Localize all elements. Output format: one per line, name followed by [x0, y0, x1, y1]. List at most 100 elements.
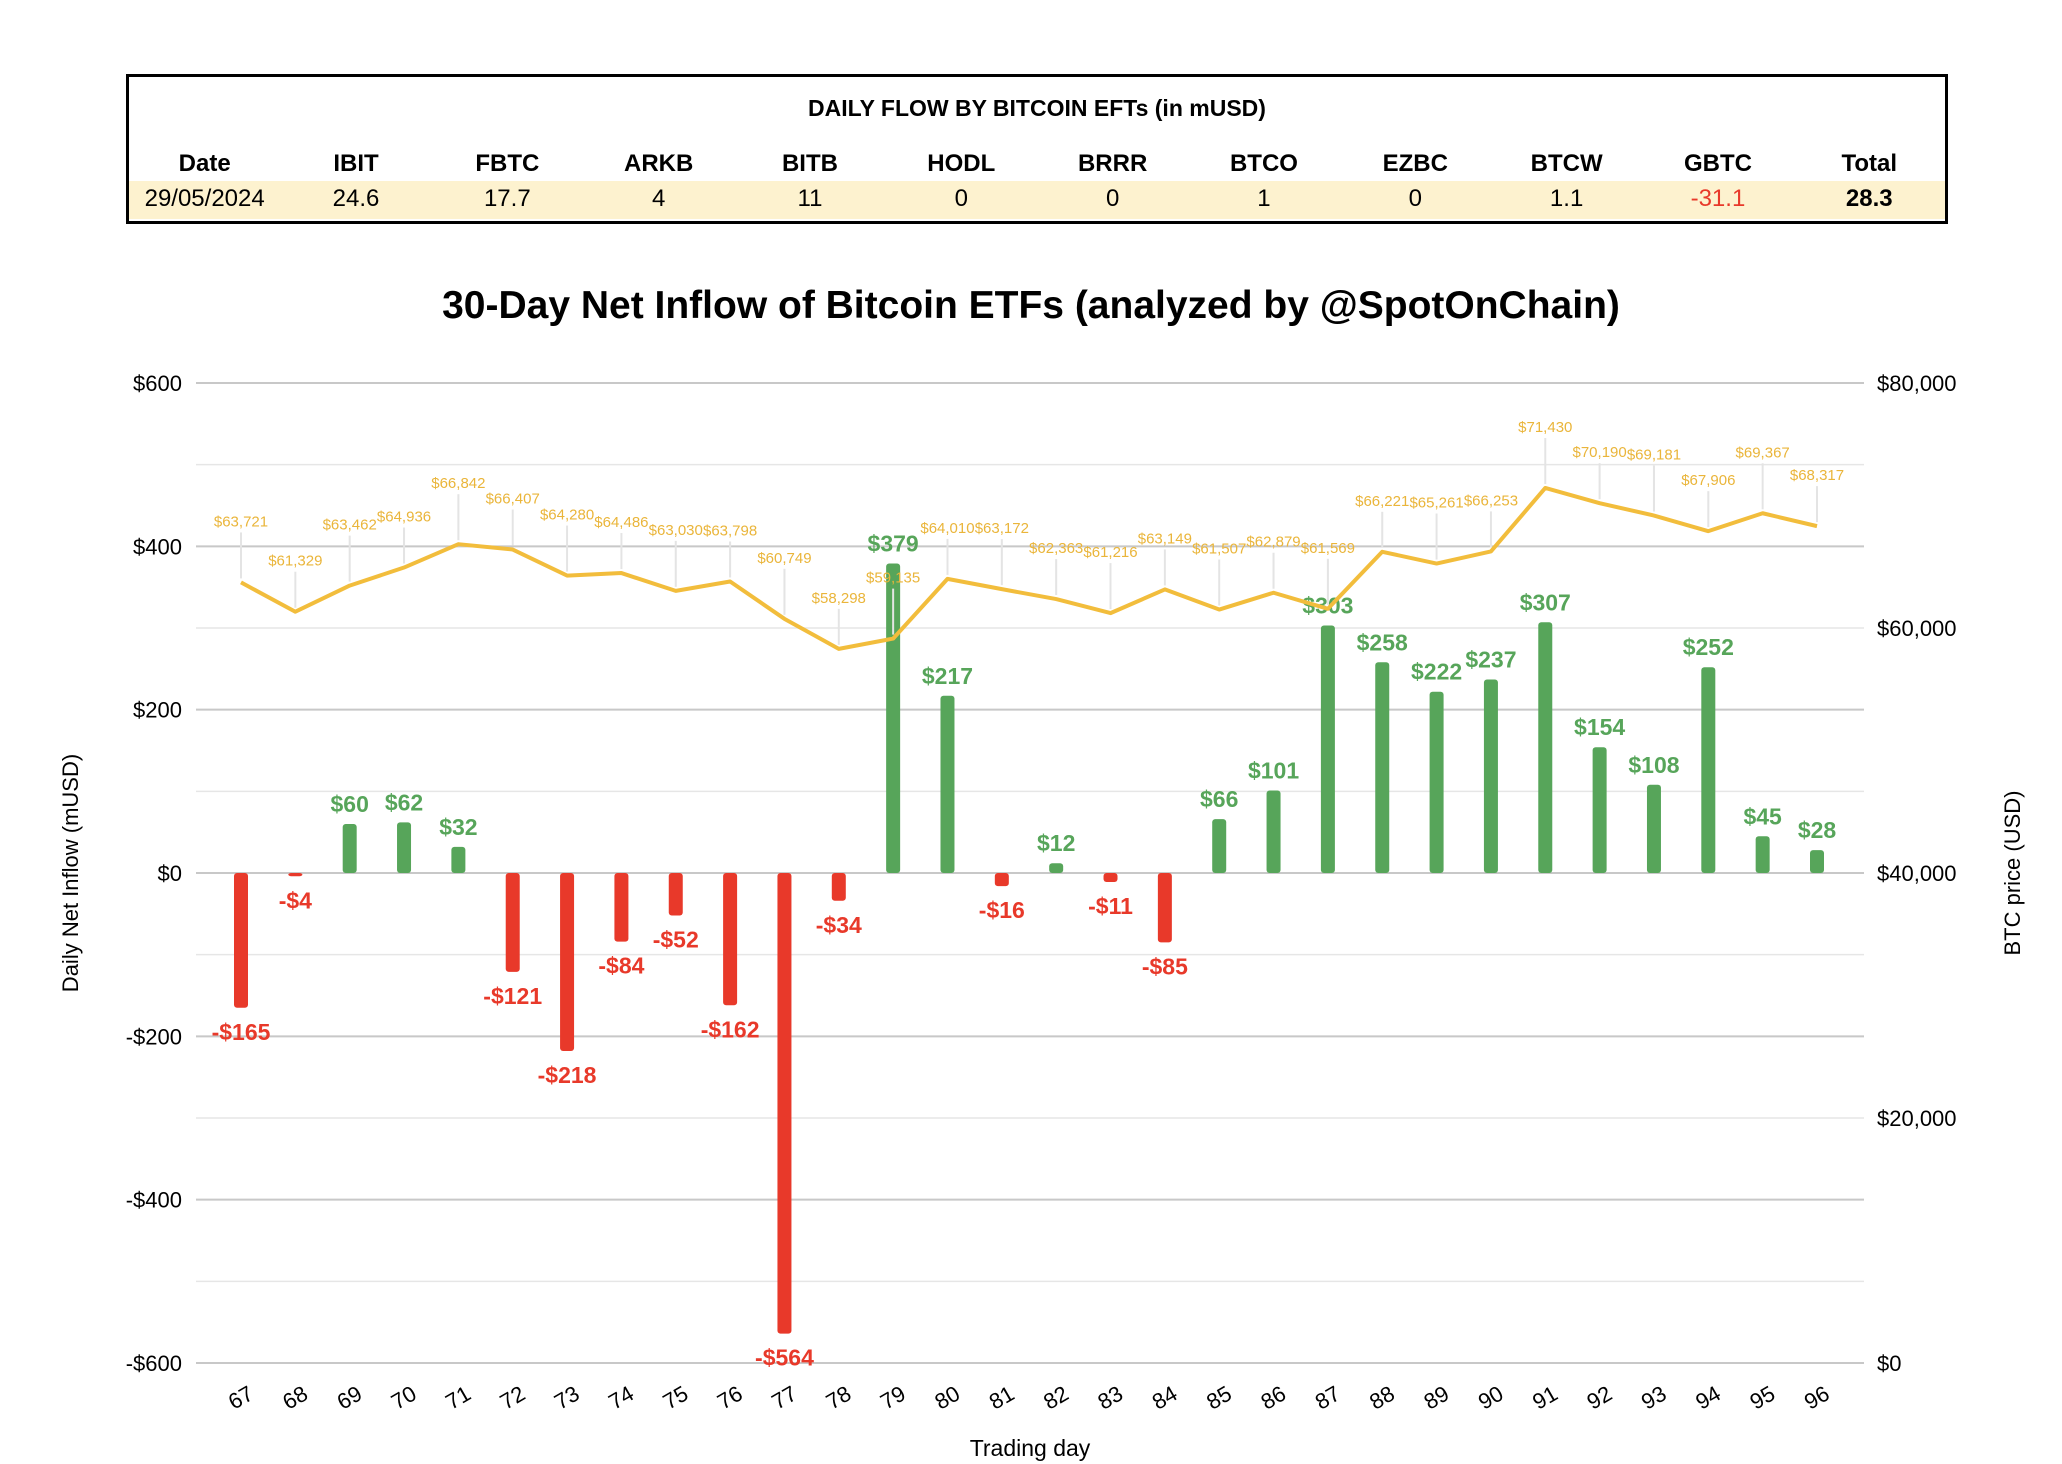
header-btcw: BTCW [1530, 150, 1603, 177]
x-tick-label: 88 [1365, 1381, 1399, 1415]
y-tick-label: $200 [133, 698, 182, 723]
x-tick-label: 77 [767, 1381, 801, 1415]
bar-day-87 [1320, 625, 1335, 873]
header-gbtc: GBTC [1683, 150, 1752, 177]
price-data-label: $63,172 [975, 520, 1029, 537]
header-brrr: BRRR [1077, 150, 1148, 177]
chart-title: 30-Day Net Inflow of Bitcoin ETFs (analy… [442, 284, 1620, 327]
x-tick-label: 87 [1311, 1381, 1345, 1415]
flow-data-label: $62 [385, 789, 423, 815]
table-header-row: Date IBIT FBTC ARKB BITB HODL BRRR BTCO EZBC BTCW… [129, 149, 1945, 181]
x-tick-label: 68 [278, 1381, 312, 1415]
x-tick-label: 74 [604, 1381, 638, 1415]
flow-data-label: $379 [868, 530, 919, 556]
flow-data-label: $28 [1798, 817, 1837, 843]
y2-tick-label: $40,000 [1877, 861, 1957, 886]
price-data-label: $70,190 [1573, 444, 1627, 461]
flow-data-label: $237 [1465, 646, 1516, 672]
x-tick-label: 81 [985, 1381, 1019, 1415]
price-data-label: $62,879 [1246, 534, 1300, 551]
table-row: 29/05/2024 24.6 17.7 4 11 0 0 1 0 1.1 -31.1 28.3 [129, 181, 1945, 219]
x-tick-label: 69 [333, 1381, 367, 1415]
table-title: DAILY FLOW BY BITCOIN EFTs (in mUSD) [808, 95, 1266, 121]
price-data-label: $67,906 [1681, 472, 1735, 489]
y-tick-label: $400 [133, 534, 182, 559]
bar-day-68 [288, 873, 303, 877]
bar-day-92 [1592, 747, 1607, 873]
x-tick-label: 82 [1039, 1381, 1073, 1415]
price-data-label: $66,407 [486, 491, 540, 508]
cell-total: 28.3 [1845, 185, 1893, 212]
flow-data-label: -$11 [1088, 893, 1133, 919]
bar-day-86 [1266, 790, 1281, 873]
flow-data-label: -$34 [816, 912, 862, 938]
bar-day-82 [1049, 863, 1064, 873]
x-tick-label: 89 [1419, 1381, 1453, 1415]
price-data-label: $63,149 [1138, 530, 1192, 547]
cell-ibit: 24.6 [332, 185, 380, 212]
x-tick-label: 76 [713, 1381, 747, 1415]
y2-axis-title: BTC price (USD) [2000, 790, 2025, 955]
bar-day-81 [994, 873, 1009, 887]
price-data-label: $63,462 [323, 517, 377, 534]
price-data-label: $59,135 [866, 570, 920, 587]
flow-data-label: $258 [1357, 629, 1408, 655]
x-tick-label: 73 [550, 1381, 584, 1415]
price-data-label: $64,010 [920, 520, 974, 537]
header-btco: BTCO [1229, 150, 1298, 177]
bar-day-71 [451, 846, 466, 873]
y-tick-label: -$400 [126, 1188, 182, 1213]
bar-day-67 [234, 873, 248, 1008]
x-tick-label: 85 [1202, 1381, 1236, 1415]
flow-data-label: $108 [1628, 752, 1679, 778]
bar-day-91 [1538, 622, 1553, 873]
bar-day-94 [1701, 667, 1716, 873]
cell-arkb: 4 [651, 185, 666, 212]
cell-date: 29/05/2024 [144, 185, 265, 212]
y-tick-label: $600 [133, 371, 182, 396]
bar-day-69 [342, 824, 357, 873]
x-tick-label: 79 [876, 1381, 910, 1415]
y2-tick-label: $60,000 [1877, 616, 1957, 641]
bar-day-93 [1646, 784, 1661, 873]
flow-data-label: -$16 [979, 897, 1025, 923]
bar-day-89 [1429, 691, 1444, 873]
flow-data-label: -$162 [701, 1016, 760, 1042]
x-axis-title: Trading day [970, 1435, 1091, 1461]
price-data-label: $62,363 [1029, 540, 1083, 557]
price-data-label: $66,221 [1355, 493, 1409, 510]
bar-day-74 [614, 873, 629, 942]
bar-day-78 [831, 873, 846, 901]
bar-day-70 [397, 822, 412, 873]
price-data-label: $61,569 [1301, 540, 1355, 557]
x-tick-label: 78 [822, 1381, 856, 1415]
price-data-label: $63,721 [214, 513, 268, 530]
flow-data-label: $12 [1037, 830, 1075, 856]
x-tick-label: 91 [1528, 1381, 1562, 1415]
x-tick-label: 83 [1093, 1381, 1127, 1415]
bar-day-84 [1157, 873, 1172, 943]
price-data-label: $66,253 [1464, 492, 1518, 509]
y2-tick-label: $20,000 [1877, 1106, 1957, 1131]
bar-day-85 [1212, 819, 1227, 873]
header-hodl: HODL [927, 150, 996, 177]
y2-tick-label: $80,000 [1877, 371, 1957, 396]
flow-data-label: -$84 [598, 953, 644, 979]
header-date: Date [178, 150, 231, 177]
x-tick-label: 90 [1474, 1381, 1508, 1415]
flow-data-label: $60 [331, 791, 369, 817]
price-data-label: $64,280 [540, 507, 594, 524]
cell-hodl: 0 [954, 185, 968, 212]
bar-day-90 [1483, 679, 1498, 873]
cell-btcw: 1.1 [1549, 185, 1584, 212]
btc-price-line [240, 485, 1818, 651]
price-data-label: $64,486 [594, 514, 648, 531]
flow-data-label: -$4 [279, 887, 312, 913]
price-data-label: $65,261 [1409, 495, 1463, 512]
header-total: Total [1841, 150, 1898, 177]
x-tick-label: 80 [930, 1381, 964, 1415]
flow-data-label: $154 [1574, 714, 1625, 740]
flow-data-label: $66 [1200, 786, 1238, 812]
x-tick-label: 71 [441, 1381, 475, 1415]
